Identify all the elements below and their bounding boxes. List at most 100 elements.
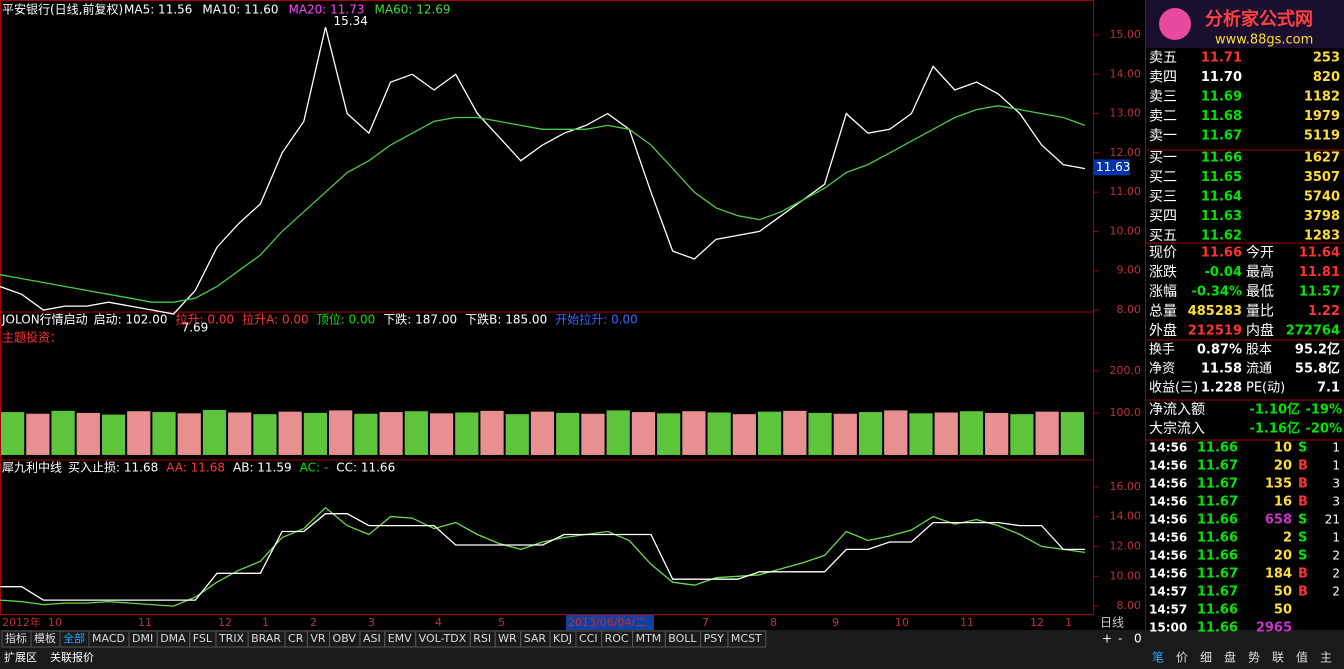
finance-label: 股本 <box>1246 343 1272 358</box>
indicator-bar <box>858 412 883 455</box>
indicator-tab[interactable]: PSY <box>704 632 725 645</box>
finance-value: 1.228 <box>1201 381 1242 396</box>
indicator-legend: 买入止损: 11.68 <box>68 461 158 475</box>
indicator-tab[interactable]: SAR <box>524 632 547 645</box>
book-price: 11.71 <box>1201 51 1242 66</box>
indicator-tab[interactable]: ASI <box>363 632 381 645</box>
trade-count: 21 <box>1325 513 1340 527</box>
quote-label: 外盘 <box>1149 322 1177 339</box>
indicator-tab[interactable]: BRAR <box>251 632 281 645</box>
quote-value: 212519 <box>1188 324 1242 339</box>
logo-title: 分析家公式网 <box>1205 8 1313 30</box>
trade-price: 11.66 <box>1197 531 1238 546</box>
side-tab[interactable]: 值 <box>1296 650 1308 665</box>
indicator-legend: AB: 11.59 <box>233 461 292 475</box>
indicator-bar <box>1010 414 1034 455</box>
ma-label: MA60: 12.69 <box>375 3 451 17</box>
indicator-subtitle: 主题投资： <box>2 330 62 345</box>
book-price: 11.70 <box>1201 70 1242 85</box>
indicator-tab[interactable]: WR <box>498 632 517 645</box>
indicator-tab[interactable]: MTM <box>636 632 662 645</box>
side-tab[interactable]: 主 <box>1320 651 1332 665</box>
side-tab[interactable]: 笔 <box>1152 650 1164 665</box>
quote-label: 最低 <box>1246 284 1274 300</box>
zoom-button[interactable]: + <box>1102 632 1112 646</box>
trade-price: 11.66 <box>1197 441 1238 456</box>
indicator-legend: 下跌: 187.00 <box>383 312 457 327</box>
trade-side: B <box>1298 495 1308 510</box>
indicator-tab[interactable]: KDJ <box>553 632 572 645</box>
indicator-bar <box>1 412 25 455</box>
trade-count: 2 <box>1332 549 1340 563</box>
frame <box>0 0 1344 648</box>
indicator-bar <box>303 412 328 455</box>
indicator-bar <box>884 410 908 455</box>
ma-label: MA5: 11.56 <box>124 3 192 17</box>
quote-label: 涨幅 <box>1149 284 1177 300</box>
zoom-button[interactable]: - <box>1118 632 1122 646</box>
ma-label: MA10: 11.60 <box>202 3 278 17</box>
side-tab[interactable]: 盘 <box>1224 650 1236 665</box>
logo-icon <box>1159 8 1191 40</box>
zoom-button[interactable]: 0 <box>1134 632 1142 646</box>
indicator-tab[interactable]: BOLL <box>668 632 697 645</box>
side-tab[interactable]: 势 <box>1248 651 1260 665</box>
finance-value: 7.1 <box>1317 381 1340 396</box>
trade-price: 11.66 <box>1197 621 1238 636</box>
indicator-tab[interactable]: FSL <box>193 632 213 645</box>
period: 日线 <box>1100 616 1124 630</box>
indicator-tab[interactable]: VR <box>310 632 326 645</box>
quote-label: 内盘 <box>1246 322 1274 339</box>
bottom-tab[interactable]: 关联报价 <box>50 650 94 664</box>
logo-url: www.88gs.com <box>1215 33 1313 48</box>
finance-label: 换手 <box>1149 343 1175 358</box>
indicator-bar <box>732 414 756 455</box>
quote-value: 1.22 <box>1308 304 1340 319</box>
indicator-tab[interactable]: VOL-TDX <box>419 632 467 645</box>
book-volume: 3798 <box>1304 209 1340 224</box>
trade-time: 14:57 <box>1149 603 1187 617</box>
indicator-bar <box>404 411 428 455</box>
indicator-tab[interactable]: MACD <box>92 632 125 645</box>
quote-label: 量比 <box>1246 304 1274 320</box>
indicator-tab[interactable]: ROC <box>605 632 629 645</box>
side-tab[interactable]: 联 <box>1272 651 1284 665</box>
indicator-bar <box>101 414 126 455</box>
indicator-tab[interactable]: CR <box>288 632 304 645</box>
flow-value: -1.16亿 <box>1250 421 1300 437</box>
indicator-bar <box>51 410 75 455</box>
indicator-tab[interactable]: CCI <box>579 632 598 645</box>
indicator-bar <box>934 412 958 455</box>
x-tick-label: 2 <box>310 616 317 629</box>
indicator-tab[interactable]: 指标 <box>5 631 27 645</box>
side-tab[interactable]: 细 <box>1200 651 1212 665</box>
indicator-tab[interactable]: DMI <box>132 632 153 645</box>
trade-price: 11.66 <box>1197 603 1238 618</box>
trade-side: B <box>1298 477 1308 492</box>
side-tab[interactable]: 价 <box>1176 651 1188 665</box>
x-tick-label: 7 <box>702 616 709 629</box>
indicator-tab[interactable]: EMV <box>388 632 412 645</box>
indicator-bar <box>202 409 227 455</box>
indicator-tab[interactable]: MCST <box>731 632 762 645</box>
finance-value: 55.8亿 <box>1295 361 1340 377</box>
indicator-tab[interactable]: DMA <box>160 632 186 645</box>
book-label: 卖四 <box>1149 70 1177 86</box>
trade-time: 14:56 <box>1149 441 1187 455</box>
trade-time: 14:56 <box>1149 459 1187 473</box>
indicator-tab[interactable]: RSI <box>473 632 491 645</box>
indicator-bar <box>657 413 681 455</box>
current-price-box <box>1094 159 1130 176</box>
indicator-tab[interactable]: OBV <box>333 632 357 645</box>
indicator-tab[interactable]: TRIX <box>218 632 245 645</box>
indicator-tab[interactable]: 模板 <box>34 631 56 645</box>
x-tick-label: 10 <box>895 616 909 629</box>
trade-volume: 16 <box>1274 495 1292 510</box>
indicator-tab[interactable]: 全部 <box>63 631 85 645</box>
book-label: 买四 <box>1149 209 1177 225</box>
y-tick-label: 10.00 <box>1110 224 1142 237</box>
bottom-tab[interactable]: 扩展区 <box>4 650 37 664</box>
indicator-bar <box>480 410 504 455</box>
toolbar <box>0 630 1344 669</box>
quote-label: 最高 <box>1246 264 1274 281</box>
